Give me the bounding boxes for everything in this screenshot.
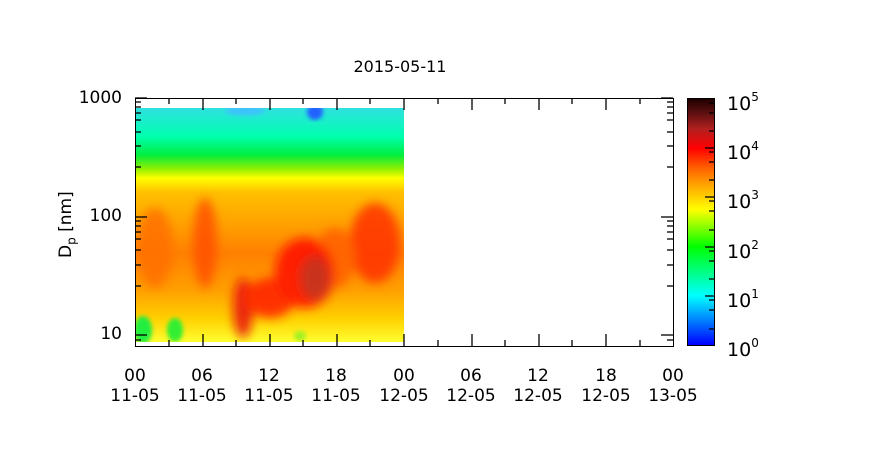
cb-exp: 3 (751, 188, 759, 202)
x-tick-hour: 00 (393, 366, 415, 386)
x-tick-label: 12 12-05 (508, 366, 568, 406)
x-tick-hour: 00 (124, 366, 146, 386)
x-tick-hour: 06 (460, 366, 482, 386)
x-tick-date: 11-05 (177, 386, 227, 406)
x-tick-date: 12-05 (379, 386, 429, 406)
cb-base: 10 (727, 191, 752, 213)
x-tick-label: 06 11-05 (172, 366, 232, 406)
x-tick-date: 12-05 (446, 386, 496, 406)
x-tick-hour: 12 (258, 366, 280, 386)
colorbar-label: 104 (727, 139, 759, 164)
heatmap-svg (135, 108, 404, 342)
x-tick-label: 06 12-05 (441, 366, 501, 406)
x-tick-hour: 06 (191, 366, 213, 386)
x-tick-hour: 12 (527, 366, 549, 386)
x-tick-date: 12-05 (581, 386, 631, 406)
colorbar-label: 102 (727, 238, 759, 263)
x-tick-label: 12 11-05 (239, 366, 299, 406)
x-tick-label: 00 11-05 (105, 366, 165, 406)
colorbar-label: 100 (727, 336, 759, 361)
x-tick-hour: 18 (595, 366, 617, 386)
cb-exp: 1 (751, 287, 759, 301)
x-tick-label: 18 12-05 (576, 366, 636, 406)
x-tick-label: 00 13-05 (643, 366, 703, 406)
colorbar-label: 101 (727, 287, 759, 312)
colorbar-label: 103 (727, 188, 759, 213)
heatmap-data-region (135, 108, 404, 342)
cb-exp: 0 (751, 336, 759, 350)
cb-base: 10 (727, 241, 752, 263)
colorbar (687, 98, 715, 346)
x-tick-date: 13-05 (648, 386, 698, 406)
x-tick-date: 11-05 (244, 386, 294, 406)
x-tick-label: 00 12-05 (374, 366, 434, 406)
cb-base: 10 (727, 339, 752, 361)
colorbar-label: 105 (727, 90, 759, 115)
x-tick-hour: 18 (325, 366, 347, 386)
x-tick-label: 18 11-05 (306, 366, 366, 406)
cb-base: 10 (727, 93, 752, 115)
cb-exp: 2 (751, 238, 759, 252)
x-tick-date: 12-05 (513, 386, 563, 406)
cb-base: 10 (727, 142, 752, 164)
y-tick-label-100: 100 (89, 206, 122, 226)
cb-exp: 4 (751, 139, 759, 153)
y-tick-label-10: 10 (100, 324, 122, 344)
x-tick-date: 11-05 (110, 386, 160, 406)
cb-exp: 5 (751, 90, 759, 104)
chart-title: 2015-05-11 (353, 57, 447, 76)
x-tick-date: 11-05 (311, 386, 361, 406)
y-tick-label-1000: 1000 (78, 88, 122, 108)
cb-base: 10 (727, 290, 752, 312)
x-tick-hour: 00 (662, 366, 684, 386)
